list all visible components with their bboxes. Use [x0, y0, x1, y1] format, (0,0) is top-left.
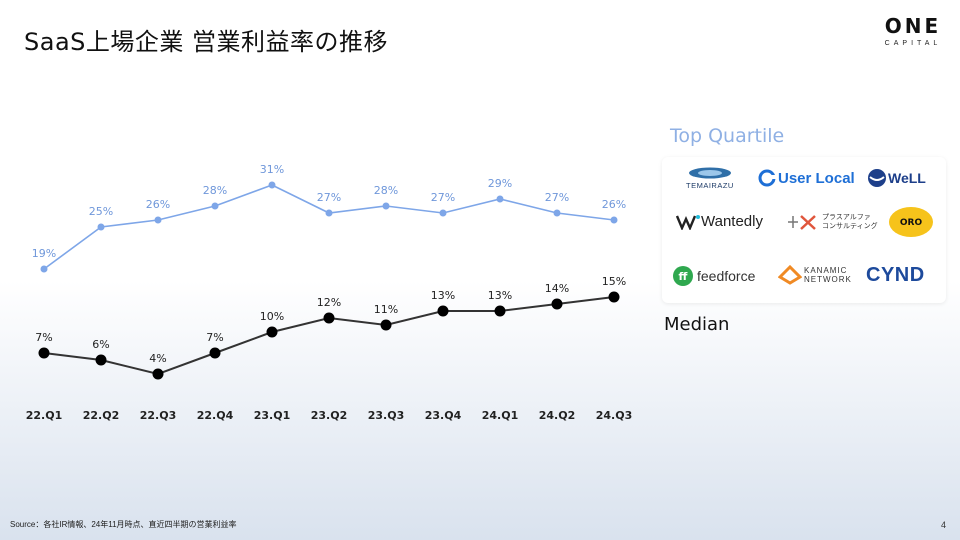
median-data-label: 12% [317, 296, 341, 309]
x-tick-label: 22.Q3 [140, 409, 177, 422]
brand-logo-sub: CAPITAL [884, 40, 942, 47]
userlocal-mark-icon [758, 169, 776, 187]
x-tick-label: 24.Q1 [482, 409, 519, 422]
top-quartile-data-label: 27% [545, 191, 569, 204]
top-quartile-data-label: 29% [488, 177, 512, 190]
median-data-label: 13% [431, 289, 455, 302]
top-quartile-data-label: 26% [602, 198, 626, 211]
x-tick-label: 24.Q3 [596, 409, 633, 422]
top-quartile-point [268, 181, 276, 189]
x-tick-label: 22.Q4 [197, 409, 234, 422]
cynd-logo: CYND [866, 264, 925, 287]
wantedly-logo-text: Wantedly [701, 213, 763, 230]
userlocal-logo: User Local [758, 169, 855, 187]
oro-mark-icon: ORO [889, 207, 933, 237]
brand-logo-main: ONE [884, 14, 942, 38]
temairazu-logo: TEMAIRAZU [686, 167, 734, 190]
top-quartile-data-label: 31% [260, 163, 284, 176]
top-quartile-data-label: 27% [431, 191, 455, 204]
median-data-label: 4% [149, 352, 166, 365]
legend-top-quartile: Top Quartile [670, 125, 785, 147]
top-quartile-point [211, 202, 219, 210]
median-point [266, 326, 278, 338]
median-point [380, 319, 392, 331]
temairazu-mark-icon [688, 167, 731, 179]
userlocal-logo-text: User Local [778, 169, 855, 187]
well-logo-text: WeLL [888, 170, 926, 186]
top-quartile-data-label: 27% [317, 191, 341, 204]
median-data-label: 14% [545, 282, 569, 295]
feedforce-logo: ff feedforce [672, 265, 755, 287]
oro-logo-text: ORO [900, 218, 923, 228]
median-point [551, 298, 563, 310]
legend-median: Median [664, 314, 730, 335]
median-point [209, 347, 221, 359]
brand-logo: ONE CAPITAL [880, 14, 946, 47]
cynd-logo-text: CYND [866, 264, 925, 286]
wantedly-mark-icon [676, 214, 700, 230]
plusalpha-logo-text: プラスアルファ コンサルティング [822, 214, 878, 230]
svg-text:ff: ff [679, 270, 688, 283]
median-point [152, 368, 164, 380]
median-data-label: 10% [260, 310, 284, 323]
kanamic-logo-text: KANAMIC NETWORK [804, 266, 852, 284]
page-title: SaaS上場企業 営業利益率の推移 [24, 28, 389, 56]
well-logo: WeLL [866, 168, 926, 188]
wantedly-logo: Wantedly [676, 213, 763, 230]
plusalpha-mark-icon [788, 215, 816, 230]
oro-logo: ORO [888, 206, 934, 238]
median-point [608, 291, 620, 303]
top-quartile-point [97, 223, 105, 231]
median-point [323, 312, 335, 324]
median-data-label: 13% [488, 289, 512, 302]
page-number: 4 [940, 520, 946, 530]
x-tick-label: 22.Q1 [26, 409, 63, 422]
top-quartile-data-label: 25% [89, 205, 113, 218]
median-point [95, 354, 107, 366]
top-quartile-point [496, 195, 504, 203]
median-point [437, 305, 449, 317]
plusalpha-logo: プラスアルファ コンサルティング [788, 212, 878, 232]
top-quartile-point [382, 202, 390, 210]
kanamic-mark-icon [778, 265, 802, 285]
temairazu-logo-text: TEMAIRAZU [686, 181, 734, 190]
x-tick-label: 23.Q2 [311, 409, 348, 422]
median-data-label: 15% [602, 275, 626, 288]
median-point [494, 305, 506, 317]
logo-panel: TEMAIRAZU User Local WeLL Wantedly プラスアル… [662, 157, 946, 303]
median-data-label: 7% [206, 331, 223, 344]
top-quartile-data-label: 28% [374, 184, 398, 197]
well-mark-icon [868, 169, 886, 187]
median-point [38, 347, 50, 359]
x-tick-label: 22.Q2 [83, 409, 120, 422]
median-data-label: 11% [374, 303, 398, 316]
top-quartile-point [610, 216, 618, 224]
kanamic-logo: KANAMIC NETWORK [778, 265, 858, 285]
top-quartile-data-label: 28% [203, 184, 227, 197]
x-tick-label: 24.Q2 [539, 409, 576, 422]
x-tick-label: 23.Q1 [254, 409, 291, 422]
top-quartile-point [40, 265, 48, 273]
top-quartile-point [439, 209, 447, 217]
top-quartile-point [154, 216, 162, 224]
x-tick-label: 23.Q4 [425, 409, 462, 422]
median-data-label: 7% [35, 331, 52, 344]
feedforce-mark-icon: ff [673, 266, 693, 286]
median-data-label: 6% [92, 338, 109, 351]
feedforce-logo-text: feedforce [697, 268, 756, 284]
top-quartile-data-label: 19% [32, 247, 56, 260]
top-quartile-point [553, 209, 561, 217]
source-note: Source：各社IR情報、24年11月時点、直近四半期の営業利益率 [10, 520, 237, 529]
x-tick-label: 23.Q3 [368, 409, 405, 422]
top-quartile-point [325, 209, 333, 217]
top-quartile-data-label: 26% [146, 198, 170, 211]
